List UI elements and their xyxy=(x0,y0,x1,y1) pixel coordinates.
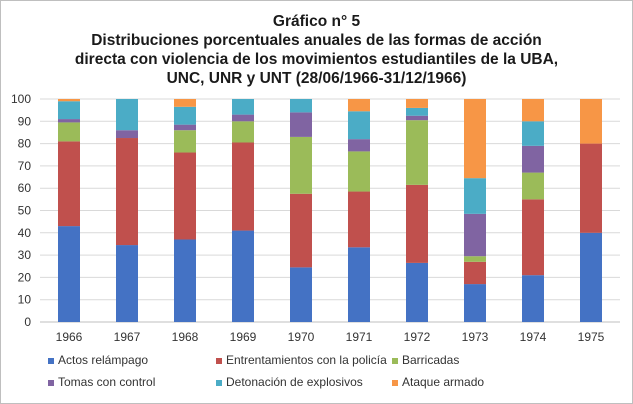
bar-1966-series-5 xyxy=(58,99,80,102)
bar-1968-series-3 xyxy=(174,124,196,131)
bar-1972-series-4 xyxy=(406,107,428,116)
bar-1975-series-0 xyxy=(580,232,602,322)
bar-1967-series-1 xyxy=(116,138,138,246)
bar-1971-series-0 xyxy=(348,247,370,322)
bar-1968-series-0 xyxy=(174,239,196,322)
x-tick-label: 1966 xyxy=(56,330,83,344)
legend-label-3: Tomas con control xyxy=(58,375,155,389)
legend-swatch-0 xyxy=(48,358,54,364)
bar-1971-series-2 xyxy=(348,151,370,192)
bar-1969-series-2 xyxy=(232,121,254,143)
legend: Actos relámpago Entrentamientos con la po… xyxy=(48,353,484,389)
legend-swatch-1 xyxy=(216,358,222,364)
bar-1972-series-1 xyxy=(406,184,428,263)
chart-title: Gráfico n° 5 Distribuciones porcentuales… xyxy=(0,12,633,88)
x-tick-label: 1967 xyxy=(114,330,141,344)
legend-label-5: Ataque armado xyxy=(402,375,484,389)
bar-1966-series-1 xyxy=(58,141,80,227)
y-tick-label: 40 xyxy=(18,226,32,240)
legend-label-0: Actos relámpago xyxy=(58,353,148,367)
x-tick-label: 1970 xyxy=(288,330,315,344)
bar-1973-series-5 xyxy=(464,99,486,179)
chart-title-line-3: directa con violencia de los movimientos… xyxy=(74,51,559,68)
bar-1973-series-3 xyxy=(464,213,486,257)
bar-1974-series-1 xyxy=(522,199,544,276)
y-tick-label: 20 xyxy=(18,270,32,284)
bar-1974-series-3 xyxy=(522,145,544,173)
chart-title-line-1: Gráfico n° 5 xyxy=(272,13,361,30)
bar-1971-series-3 xyxy=(348,139,370,152)
x-tick-label: 1975 xyxy=(578,330,605,344)
y-tick-label: 50 xyxy=(18,204,32,218)
bar-1975-series-1 xyxy=(580,143,602,233)
bar-1967-series-3 xyxy=(116,130,138,139)
bar-1974-series-5 xyxy=(522,99,544,122)
bar-1973-series-1 xyxy=(464,261,486,285)
bar-1968-series-5 xyxy=(174,99,196,107)
bars xyxy=(58,99,602,322)
bar-1971-series-1 xyxy=(348,191,370,248)
x-axis: 1966 1967 1968 1969 1970 1971 1972 1973 1974 1975 xyxy=(56,330,605,344)
y-tick-label: 60 xyxy=(18,181,32,195)
bar-1968-series-1 xyxy=(174,152,196,240)
bar-1968-series-2 xyxy=(174,130,196,153)
bar-1973-series-4 xyxy=(464,178,486,214)
y-tick-label: 80 xyxy=(18,137,32,151)
y-tick-label: 0 xyxy=(24,315,31,329)
x-tick-label: 1971 xyxy=(346,330,373,344)
x-tick-label: 1974 xyxy=(520,330,547,344)
bar-1973-series-2 xyxy=(464,256,486,262)
y-tick-label: 30 xyxy=(18,248,32,262)
bar-1967-series-4 xyxy=(116,99,138,131)
legend-label-4: Detonación de explosivos xyxy=(226,375,363,389)
bar-1966-series-3 xyxy=(58,119,80,123)
y-tick-label: 100 xyxy=(11,92,31,106)
x-tick-label: 1972 xyxy=(404,330,431,344)
legend-label-1: Entrentamientos con la policía xyxy=(226,353,387,367)
bar-1970-series-4 xyxy=(290,99,312,113)
bar-1974-series-2 xyxy=(522,172,544,200)
bar-1970-series-0 xyxy=(290,267,312,322)
bar-1966-series-4 xyxy=(58,101,80,120)
x-tick-label: 1968 xyxy=(172,330,199,344)
legend-label-2: Barricadas xyxy=(402,353,459,367)
bar-1971-series-5 xyxy=(348,99,370,112)
chart-title-line-4: UNC, UNR y UNT (28/06/1966-31/12/1966) xyxy=(166,70,467,87)
legend-swatch-4 xyxy=(216,380,222,386)
bar-1969-series-4 xyxy=(232,99,254,115)
y-tick-label: 90 xyxy=(18,114,32,128)
x-tick-label: 1973 xyxy=(462,330,489,344)
legend-swatch-3 xyxy=(48,380,54,386)
bar-1968-series-4 xyxy=(174,106,196,125)
x-tick-label: 1969 xyxy=(230,330,257,344)
bar-1975-series-5 xyxy=(580,99,602,144)
bar-1970-series-3 xyxy=(290,112,312,137)
bar-1969-series-0 xyxy=(232,230,254,322)
bar-1970-series-2 xyxy=(290,136,312,194)
bar-1969-series-1 xyxy=(232,142,254,231)
bar-1966-series-2 xyxy=(58,122,80,142)
bar-1967-series-0 xyxy=(116,245,138,322)
bar-1969-series-3 xyxy=(232,114,254,122)
bar-1972-series-5 xyxy=(406,99,428,108)
legend-swatch-2 xyxy=(392,358,398,364)
bar-1972-series-0 xyxy=(406,262,428,322)
bar-1970-series-1 xyxy=(290,193,312,268)
bar-1973-series-0 xyxy=(464,284,486,322)
bar-1966-series-0 xyxy=(58,226,80,322)
y-tick-label: 70 xyxy=(18,159,32,173)
bar-1972-series-2 xyxy=(406,120,428,185)
bar-1971-series-4 xyxy=(348,111,370,140)
chart-title-line-2: Distribuciones porcentuales anuales de l… xyxy=(91,32,542,49)
y-tick-label: 10 xyxy=(18,293,32,307)
bar-1974-series-4 xyxy=(522,121,544,146)
bar-1974-series-0 xyxy=(522,275,544,322)
y-axis: 0 10 20 30 40 50 60 70 80 90 100 xyxy=(11,92,31,329)
bar-1972-series-3 xyxy=(406,115,428,121)
legend-swatch-5 xyxy=(392,380,398,386)
